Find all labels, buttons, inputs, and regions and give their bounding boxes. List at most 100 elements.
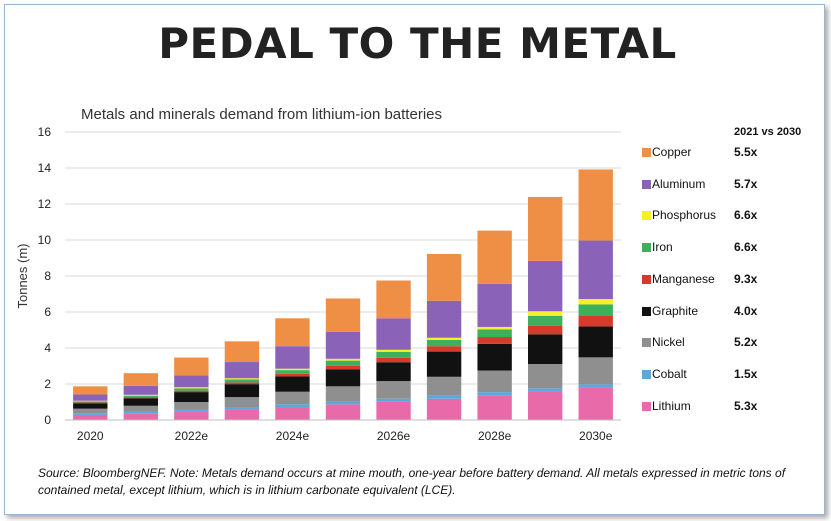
bar-segment-aluminum [376, 318, 411, 350]
bar-stack [426, 254, 462, 420]
legend-label: Manganese [652, 271, 715, 286]
y-tick-label: 2 [44, 377, 51, 391]
legend-label: Aluminum [652, 176, 706, 191]
bar-segment-manganese [376, 357, 411, 363]
bar-segment-cobalt [123, 411, 159, 414]
bar-segment-nickel [275, 391, 310, 405]
legend-label: Iron [652, 240, 673, 255]
bar-segment-nickel [224, 397, 260, 408]
bar-segment-copper [174, 357, 209, 376]
bar-segment-iron [174, 388, 209, 391]
bar-segment-lithium [477, 395, 512, 420]
bar-segment-iron [477, 329, 512, 338]
bar-segment-nickel [325, 386, 361, 402]
source-note: Source: BloombergNEF. Note: Metals deman… [38, 466, 786, 497]
bar-segment-phosphorus [527, 311, 563, 316]
y-tick-label: 14 [38, 161, 52, 175]
y-tick-label: 10 [38, 233, 52, 247]
bar-segment-cobalt [174, 409, 209, 412]
x-tick-label: 2030e [579, 429, 613, 443]
bar-stack [376, 280, 411, 420]
legend-swatch [642, 179, 651, 189]
bar-segment-graphite [275, 376, 310, 392]
bar-segment-nickel [527, 364, 563, 389]
bar-segment-phosphorus [426, 337, 462, 340]
bar-segment-phosphorus [477, 326, 512, 330]
legend-multiplier: 4.0x [734, 303, 758, 318]
bar-segment-iron [275, 370, 310, 374]
page-title: PEDAL TO THE METAL [158, 19, 677, 68]
legend-label: Lithium [652, 398, 691, 413]
bar-segment-cobalt [275, 404, 310, 408]
legend-multiplier: 5.7x [734, 176, 758, 191]
bar-segment-graphite [477, 343, 512, 371]
legend-swatch [642, 401, 651, 411]
bar-segment-graphite [123, 398, 159, 406]
bar-segment-manganese [123, 397, 159, 399]
bar-segment-lithium [275, 407, 310, 420]
legend-item-nickel: Nickel 5.2x [640, 334, 831, 352]
bar-segment-phosphorus [123, 394, 159, 396]
bar-segment-cobalt [527, 388, 563, 392]
bar-segment-manganese [224, 382, 260, 385]
bar-segment-iron [73, 401, 108, 403]
bar-segment-aluminum [275, 346, 310, 369]
bar-stack [578, 169, 613, 420]
bar-segment-nickel [73, 408, 108, 414]
legend-label: Graphite [652, 303, 699, 318]
bar-segment-nickel [174, 402, 209, 410]
bar-segment-lithium [73, 414, 108, 420]
bar-segment-aluminum [426, 300, 462, 338]
bar-segment-iron [426, 339, 462, 347]
legend-swatch [642, 243, 651, 253]
bar-stack [477, 230, 512, 420]
legend-label: Cobalt [652, 366, 687, 381]
bar-segment-copper [123, 373, 159, 386]
bar-segment-phosphorus [376, 349, 411, 352]
bar-segment-cobalt [224, 407, 260, 410]
bar-segment-manganese [325, 365, 361, 370]
x-tick-label: 2024e [276, 429, 310, 443]
legend-swatch [642, 306, 651, 316]
bar-segment-phosphorus [275, 368, 310, 371]
legend-item-aluminum: Aluminum 5.7x [640, 176, 831, 194]
bar-segment-copper [527, 196, 563, 261]
x-tick-label: 2020 [77, 429, 104, 443]
bar-segment-cobalt [426, 395, 462, 399]
chart-subtitle: Metals and minerals demand from lithium-… [81, 106, 442, 123]
bar-segment-cobalt [578, 384, 613, 388]
bar-segment-manganese [477, 337, 512, 344]
bar-segment-phosphorus [224, 378, 260, 380]
legend-item-graphite: Graphite 4.0x [640, 303, 831, 321]
legend-item-cobalt: Cobalt 1.5x [640, 366, 831, 384]
bar-segment-nickel [477, 370, 512, 393]
legend-item-lithium: Lithium 5.3x [640, 398, 831, 416]
bar-segment-aluminum [578, 240, 613, 300]
bar-segment-manganese [426, 346, 462, 352]
legend-multiplier: 1.5x [734, 366, 758, 381]
bar-segment-aluminum [174, 375, 209, 388]
bar-segment-iron [123, 395, 159, 398]
bar-stack [325, 298, 361, 420]
bar-segment-cobalt [73, 413, 108, 415]
legend-multiplier: 5.3x [734, 398, 758, 413]
legend-swatch [642, 338, 651, 348]
legend-swatch [642, 211, 651, 221]
bar-stack [174, 357, 209, 420]
bar-segment-manganese [527, 325, 563, 335]
bar-segment-cobalt [376, 398, 411, 402]
legend-multiplier: 5.2x [734, 335, 758, 350]
bar-segment-graphite [426, 351, 462, 377]
bar-segment-aluminum [527, 260, 563, 312]
bar-segment-phosphorus [578, 299, 613, 305]
bar-segment-nickel [578, 357, 613, 385]
bar-segment-nickel [376, 381, 411, 399]
bar-segment-lithium [376, 401, 411, 420]
bar-segment-manganese [578, 315, 613, 327]
x-tick-label: 2022e [175, 429, 209, 443]
bar-stack [123, 373, 159, 420]
bar-segment-copper [578, 169, 613, 241]
bar-segment-cobalt [477, 392, 512, 396]
bar-stack [73, 386, 108, 420]
legend-swatch [642, 148, 651, 157]
